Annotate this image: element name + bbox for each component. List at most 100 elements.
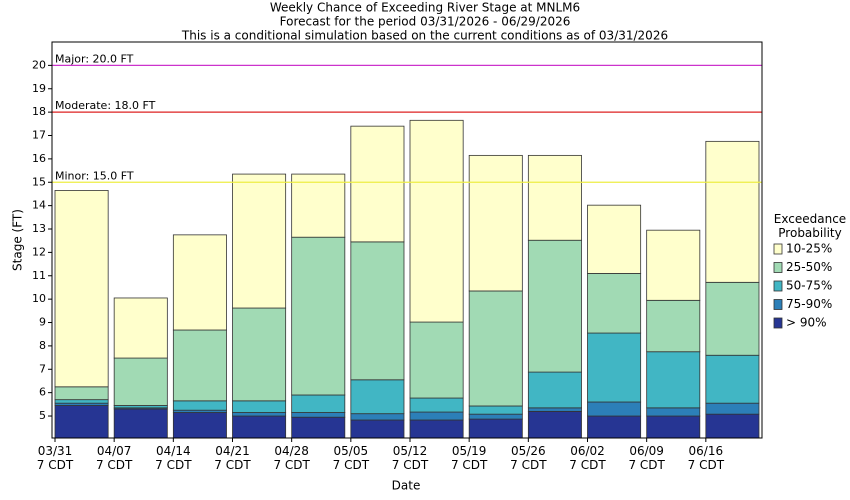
y-tick-label: 5 bbox=[39, 409, 46, 422]
bar-segment bbox=[646, 407, 701, 417]
y-tick-label: 7 bbox=[39, 362, 46, 375]
y-tick-label: 17 bbox=[32, 129, 46, 142]
bar-segment bbox=[646, 299, 701, 353]
bar-segment bbox=[409, 397, 464, 413]
y-tick-label: 14 bbox=[32, 199, 46, 212]
bar-segment bbox=[350, 379, 405, 415]
bar-segment bbox=[527, 410, 582, 439]
bar-segment bbox=[350, 241, 405, 381]
y-axis-label: Stage (FT) bbox=[11, 209, 25, 271]
bar-segment bbox=[54, 386, 109, 401]
bar-segment bbox=[527, 371, 582, 409]
bar-segment bbox=[527, 407, 582, 412]
legend-swatch bbox=[773, 299, 783, 310]
bar-segment bbox=[705, 354, 760, 404]
plot-frame bbox=[51, 41, 763, 439]
legend-label: > 90% bbox=[786, 316, 827, 330]
y-tick-label: 10 bbox=[32, 292, 46, 305]
y-tick-label: 8 bbox=[39, 339, 46, 352]
y-tick-label: 9 bbox=[39, 316, 46, 329]
y-tick-label: 15 bbox=[32, 175, 46, 188]
bar-segment bbox=[409, 119, 464, 323]
bar-segment bbox=[350, 413, 405, 421]
bar-segment bbox=[705, 413, 760, 439]
bar-segment bbox=[646, 229, 701, 301]
x-tick-label: 03/31 7 CDT bbox=[37, 444, 74, 472]
bar-segment bbox=[172, 412, 227, 439]
x-tick-label: 04/21 7 CDT bbox=[214, 444, 251, 472]
x-tick-label: 05/19 7 CDT bbox=[451, 444, 488, 472]
bar-segment bbox=[468, 405, 523, 415]
bar-segment bbox=[705, 281, 760, 356]
x-tick-label: 06/16 7 CDT bbox=[688, 444, 725, 472]
bar-segment bbox=[587, 401, 642, 417]
bar-segment bbox=[587, 204, 642, 274]
bar-segment bbox=[291, 412, 346, 418]
threshold-label: Major: 20.0 FT bbox=[55, 52, 134, 65]
legend-swatch bbox=[773, 280, 783, 292]
x-tick-label: 06/02 7 CDT bbox=[569, 444, 606, 472]
bar-segment bbox=[527, 154, 582, 241]
bar-segment bbox=[232, 173, 287, 309]
bar-segment bbox=[350, 125, 405, 243]
bar-segment bbox=[587, 273, 642, 334]
x-tick-label: 04/07 7 CDT bbox=[96, 444, 133, 472]
bar-segment bbox=[350, 419, 405, 439]
y-tick-label: 16 bbox=[32, 152, 46, 165]
bar-segment bbox=[646, 351, 701, 409]
bar-segment bbox=[54, 190, 109, 388]
bar-segment bbox=[172, 234, 227, 331]
bar-segment bbox=[705, 402, 760, 415]
legend-label: 10-25% bbox=[786, 242, 832, 256]
x-tick-label: 04/14 7 CDT bbox=[155, 444, 192, 472]
bar-segment bbox=[232, 400, 287, 413]
legend-label: 25-50% bbox=[786, 260, 832, 274]
x-axis-label: Date bbox=[392, 479, 421, 493]
bar-segment bbox=[409, 411, 464, 421]
bar-segment bbox=[587, 415, 642, 439]
bar-segment bbox=[409, 321, 464, 399]
x-tick-label: 06/09 7 CDT bbox=[628, 444, 665, 472]
y-tick-label: 6 bbox=[39, 386, 46, 399]
bar-segment bbox=[468, 290, 523, 407]
bar-segment bbox=[527, 239, 582, 373]
legend-label: 75-90% bbox=[786, 297, 832, 311]
chart-title: Weekly Chance of Exceeding River Stage a… bbox=[270, 1, 580, 15]
legend-swatch bbox=[773, 317, 783, 329]
y-tick-label: 18 bbox=[32, 105, 46, 118]
bar-segment bbox=[291, 394, 346, 413]
bar-segment bbox=[587, 332, 642, 403]
bar-segment bbox=[113, 408, 168, 439]
legend-title: Exceedance Probability bbox=[774, 212, 846, 240]
y-tick-label: 11 bbox=[32, 269, 46, 282]
x-tick-label: 05/05 7 CDT bbox=[333, 444, 370, 472]
legend-swatch bbox=[773, 262, 783, 273]
chart-note: This is a conditional simulation based o… bbox=[181, 29, 668, 43]
bar-segment bbox=[409, 419, 464, 439]
bar-segment bbox=[468, 413, 523, 420]
bar-segment bbox=[468, 154, 523, 292]
legend-swatch bbox=[773, 243, 783, 255]
bar-segment bbox=[113, 357, 168, 406]
threshold-label: Minor: 15.0 FT bbox=[55, 169, 134, 182]
bar-segment bbox=[291, 416, 346, 439]
y-tick-label: 20 bbox=[32, 58, 46, 71]
bar-segment bbox=[54, 399, 109, 404]
bar-segment bbox=[646, 415, 701, 439]
y-tick-label: 12 bbox=[32, 245, 46, 258]
y-tick-label: 13 bbox=[32, 222, 46, 235]
bar-segment bbox=[113, 297, 168, 359]
bar-segment bbox=[232, 307, 287, 402]
bar-segment bbox=[705, 140, 760, 283]
y-tick-label: 19 bbox=[32, 82, 46, 95]
bar-segment bbox=[291, 173, 346, 238]
bar-segment bbox=[468, 418, 523, 439]
x-tick-label: 04/28 7 CDT bbox=[273, 444, 310, 472]
threshold-label: Moderate: 18.0 FT bbox=[55, 99, 156, 112]
bar-segment bbox=[54, 405, 109, 439]
x-tick-label: 05/12 7 CDT bbox=[392, 444, 429, 472]
bar-segment bbox=[232, 412, 287, 417]
bar-segment bbox=[172, 400, 227, 411]
bar-segment bbox=[291, 236, 346, 396]
